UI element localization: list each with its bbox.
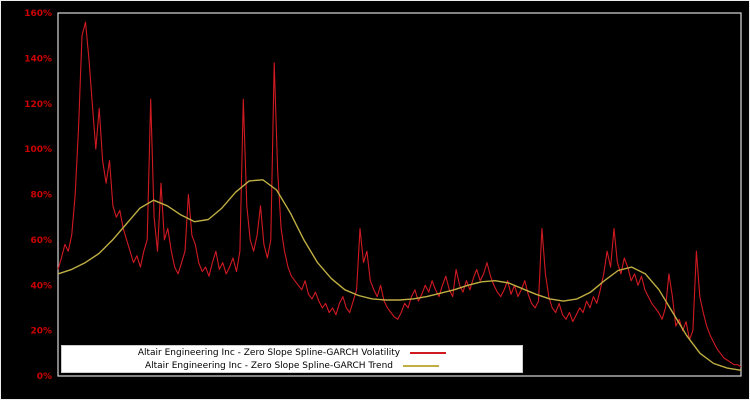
legend-item-trend: Altair Engineering Inc - Zero Slope Spli… [62, 360, 522, 372]
y-axis-tick-label: 40% [30, 281, 52, 291]
y-axis-tick-label: 20% [30, 327, 52, 337]
legend-label-trend: Altair Engineering Inc - Zero Slope Spli… [144, 360, 394, 371]
legend-item-volatility: Altair Engineering Inc - Zero Slope Spli… [62, 347, 522, 359]
y-axis-tick-label: 80% [30, 191, 52, 201]
trend-line [57, 179, 742, 371]
y-axis-tick-label: 0% [37, 372, 52, 382]
legend-swatch-trend [403, 364, 440, 367]
y-axis-tick-label: 60% [30, 236, 52, 246]
legend-swatch-volatility [410, 351, 447, 354]
plot-frame [57, 12, 742, 377]
y-axis-tick-label: 120% [24, 100, 52, 110]
legend-label-volatility: Altair Engineering Inc - Zero Slope Spli… [137, 347, 401, 358]
legend: Altair Engineering Inc - Zero Slope Spli… [61, 345, 523, 373]
y-axis-tick-label: 140% [24, 54, 52, 64]
y-axis-tick-label: 100% [24, 145, 52, 155]
volatility-line [57, 21, 742, 368]
y-axis-tick-label: 160% [24, 9, 52, 19]
